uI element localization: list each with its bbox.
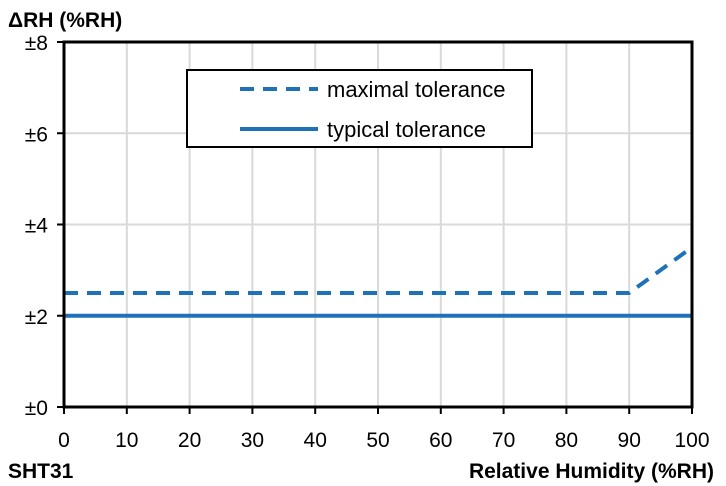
x-tick-label-8: 80 (555, 429, 578, 452)
x-tick-label-2: 20 (178, 429, 201, 452)
legend-label-0: maximal tolerance (327, 77, 506, 102)
x-tick-label-5: 50 (366, 429, 389, 452)
x-tick-label-1: 10 (115, 429, 138, 452)
x-tick-label-4: 40 (304, 429, 327, 452)
x-tick-label-9: 90 (618, 429, 641, 452)
x-tick-label-7: 70 (492, 429, 515, 452)
y-tick-label-4: ±8 (25, 32, 48, 55)
x-axis-title: Relative Humidity (%RH) (469, 460, 714, 483)
y-tick-label-1: ±2 (25, 306, 48, 329)
x-tick-label-10: 100 (674, 429, 709, 452)
series-line-maximal-tolerance (64, 245, 694, 295)
y-tick-label-3: ±6 (25, 123, 48, 146)
legend-box (186, 69, 533, 148)
y-axis-title: ΔRH (%RH) (8, 9, 122, 32)
device-label: SHT31 (8, 460, 74, 483)
series-group (64, 245, 694, 318)
x-tick-label-0: 0 (58, 429, 70, 452)
y-tick-label-0: ±0 (25, 397, 48, 420)
legend-label-1: typical tolerance (327, 117, 486, 142)
y-tick-label-2: ±4 (25, 215, 49, 238)
ticks: 0 10 20 30 40 50 60 70 80 90 100 ±0 ±2 ±4 ±6 ±8 (25, 32, 710, 452)
legend: maximal tolerance typical tolerance (186, 69, 533, 148)
x-tick-label-6: 60 (429, 429, 452, 452)
x-tick-label-3: 30 (241, 429, 264, 452)
